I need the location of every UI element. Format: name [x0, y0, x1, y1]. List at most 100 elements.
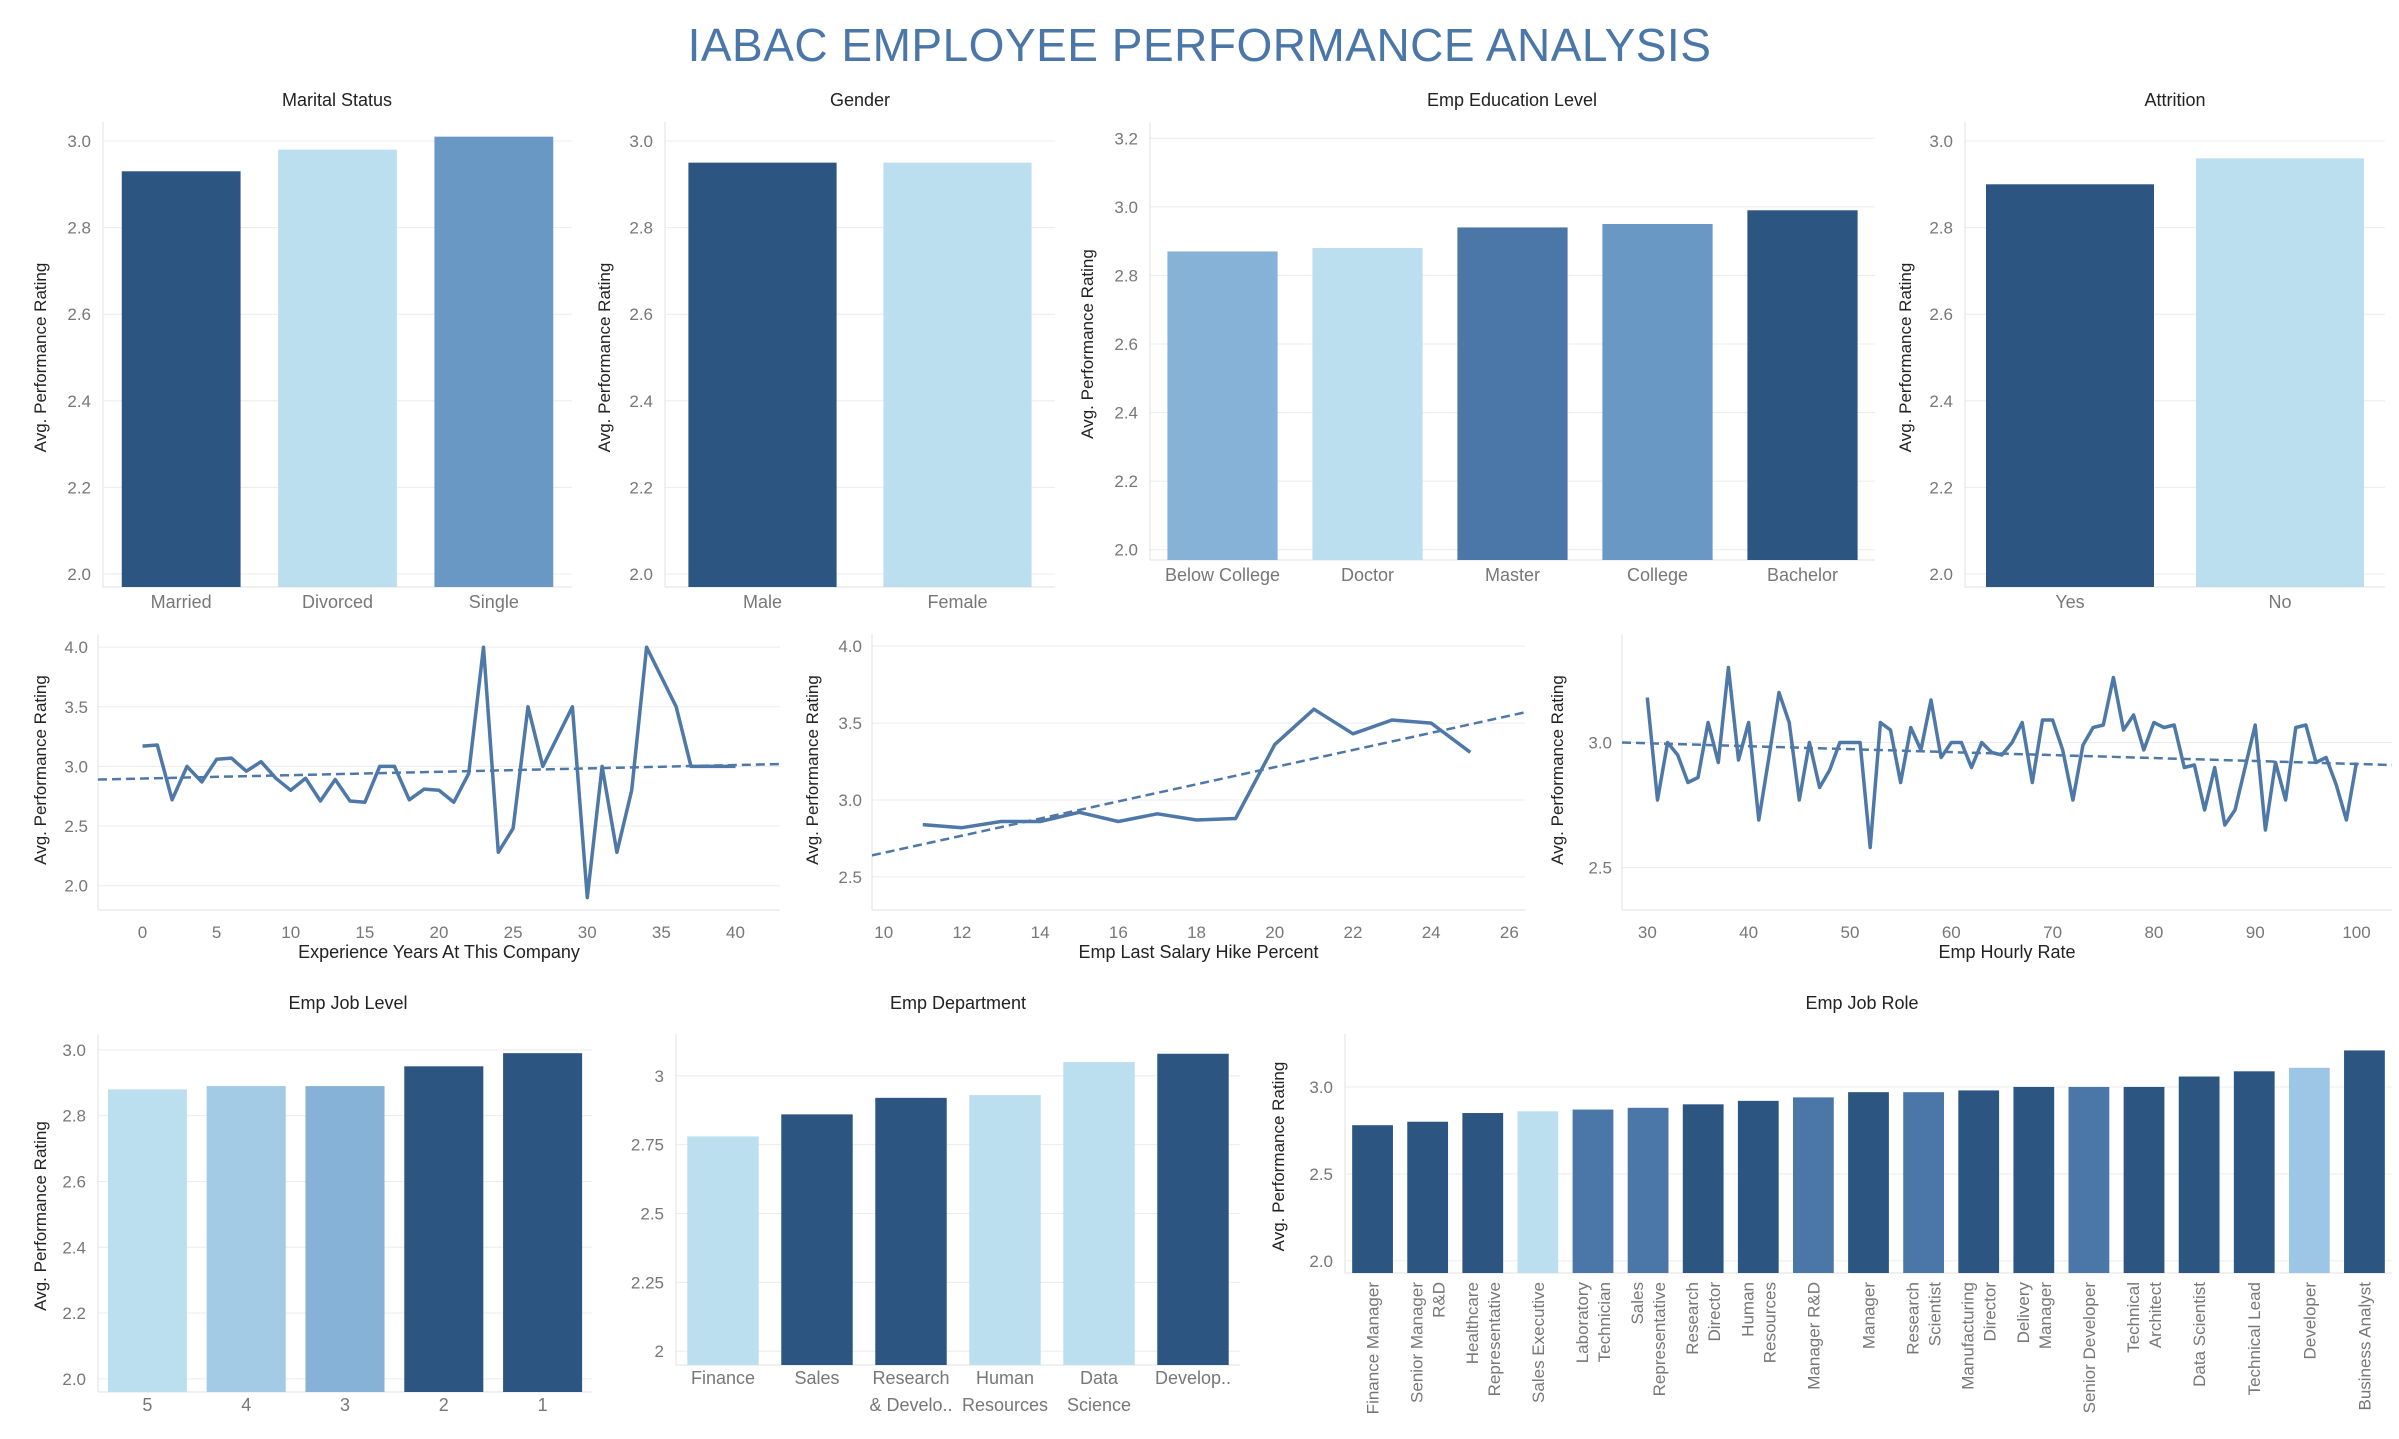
y-tick-label: 2.0: [1929, 565, 1953, 584]
y-axis-label: Avg. Performance Rating: [1269, 1062, 1288, 1252]
bar-chart-3: 2.0 2.2 2.4 2.6 2.8 3.0 Attrition Avg. Performa…: [1896, 90, 2385, 612]
y-tick-label: 4.0: [838, 637, 862, 656]
category-label: Senior Developer: [2080, 1282, 2099, 1414]
category-label: Architect: [2146, 1282, 2165, 1348]
bar: [2068, 1086, 2110, 1273]
bar: [1627, 1107, 1669, 1273]
x-tick-label: 25: [504, 923, 523, 942]
x-tick-label: 30: [1638, 923, 1657, 942]
x-tick-label: 70: [2043, 923, 2062, 942]
category-label: Female: [927, 592, 987, 612]
y-tick-label: 2.0: [629, 565, 653, 584]
bar: [206, 1086, 286, 1392]
trend-line: [871, 711, 1526, 857]
bar: [688, 162, 837, 587]
x-tick-label: 24: [1422, 923, 1441, 942]
y-tick-label: 2.2: [62, 1304, 86, 1323]
y-tick-label: 2.5: [1309, 1165, 1333, 1184]
y-tick-label: 2.8: [62, 1107, 86, 1126]
bar: [1903, 1092, 1944, 1273]
y-tick-label: 2.0: [1309, 1252, 1333, 1271]
bar: [107, 1089, 187, 1392]
x-tick-label: 35: [652, 923, 671, 942]
bar: [2178, 1076, 2220, 1273]
y-axis-label: Avg. Performance Rating: [1896, 263, 1915, 453]
category-label: Married: [151, 592, 212, 612]
bar: [875, 1097, 947, 1365]
bar: [1407, 1121, 1449, 1273]
y-tick-label: 3.5: [64, 698, 88, 717]
x-tick-label: 30: [578, 923, 597, 942]
y-tick-label: 2.0: [62, 1370, 86, 1389]
category-label: Director: [1981, 1282, 2000, 1342]
bar: [1602, 224, 1713, 560]
bar: [1793, 1097, 1834, 1273]
category-label: Science: [1067, 1395, 1131, 1415]
x-tick-label: 40: [726, 923, 745, 942]
y-tick-label: 2.6: [67, 305, 91, 324]
category-label: Sales: [794, 1368, 839, 1388]
y-tick-label: 2.8: [1929, 219, 1953, 238]
bar: [2196, 158, 2364, 587]
bar: [2233, 1071, 2275, 1273]
y-tick-label: 2.4: [67, 392, 91, 411]
bar: [969, 1095, 1041, 1365]
y-tick-label: 2.5: [64, 817, 88, 836]
y-axis-label: Avg. Performance Rating: [31, 1121, 50, 1311]
y-axis-label: Avg. Performance Rating: [803, 675, 822, 865]
category-label: Delivery: [2014, 1282, 2033, 1344]
category-label: Senior Manager: [1408, 1282, 1427, 1403]
bar: [1312, 248, 1423, 560]
y-tick-label: 2.0: [67, 565, 91, 584]
category-label: Healthcare: [1463, 1282, 1482, 1364]
y-tick-label: 2.2: [67, 478, 91, 497]
category-label: Scientist: [1926, 1282, 1945, 1347]
y-tick-label: 2.2: [1114, 472, 1138, 491]
category-label: Research: [1904, 1282, 1923, 1355]
line-chart-5: 2.5 3.0 3.5 4.0 10 12 14 16 18 20 22 24 26 Emp Last S…: [803, 634, 1526, 962]
category-label: Representative: [1485, 1282, 1504, 1396]
y-tick-label: 2.4: [1114, 404, 1138, 423]
category-label: Manager: [1860, 1282, 1879, 1349]
bar-chart-2: 2.0 2.2 2.4 2.6 2.8 3.0 3.2 Emp Education Level…: [1078, 90, 1875, 585]
bar: [121, 171, 241, 587]
category-label: Developer: [2300, 1282, 2319, 1360]
y-tick-label: 2.8: [1114, 266, 1138, 285]
y-tick-label: 2.8: [629, 219, 653, 238]
bar: [503, 1053, 583, 1392]
category-label: Divorced: [302, 592, 373, 612]
trend-line: [97, 762, 781, 781]
category-label: Resources: [962, 1395, 1048, 1415]
x-tick-label: 26: [1500, 923, 1519, 942]
y-tick-label: 3.0: [1588, 734, 1612, 753]
chart-title: Attrition: [2144, 90, 2205, 110]
bar: [781, 1114, 853, 1365]
bar: [305, 1086, 385, 1392]
y-tick-label: 3: [655, 1067, 664, 1086]
category-label: Develop..: [1155, 1368, 1231, 1388]
bar: [1457, 227, 1568, 560]
category-label: College: [1627, 565, 1688, 585]
y-tick-label: 2.4: [62, 1238, 86, 1257]
bar: [1682, 1104, 1724, 1273]
y-tick-label: 2.0: [1114, 541, 1138, 560]
bar: [1958, 1090, 2000, 1273]
y-tick-label: 4.0: [64, 638, 88, 657]
bar-chart-9: 2.0 2.5 3.0 Emp Job Role Avg. Performance Ra…: [1269, 993, 2392, 1414]
y-tick-label: 2.25: [631, 1273, 664, 1292]
y-tick-label: 2.5: [838, 868, 862, 887]
line-chart-6: 2.5 3.0 30 40 50 60 70 80 90 100 Emp Hourly Rate Av…: [1548, 634, 2393, 962]
category-label: Sales: [1628, 1282, 1647, 1325]
y-tick-label: 2.6: [1114, 335, 1138, 354]
bar-chart-8: 2 2.25 2.5 2.75 3 Emp Department Finance Sales R…: [631, 993, 1240, 1415]
category-label: Bachelor: [1767, 565, 1838, 585]
x-tick-label: 90: [2246, 923, 2265, 942]
y-tick-label: 2.4: [629, 392, 653, 411]
category-label: R&D: [1430, 1282, 1449, 1318]
bar: [2288, 1067, 2330, 1273]
x-tick-label: 100: [2342, 923, 2370, 942]
bar: [2013, 1086, 2055, 1273]
y-axis-label: Avg. Performance Rating: [31, 675, 50, 865]
bar: [687, 1136, 759, 1365]
y-tick-label: 2.5: [640, 1205, 664, 1224]
